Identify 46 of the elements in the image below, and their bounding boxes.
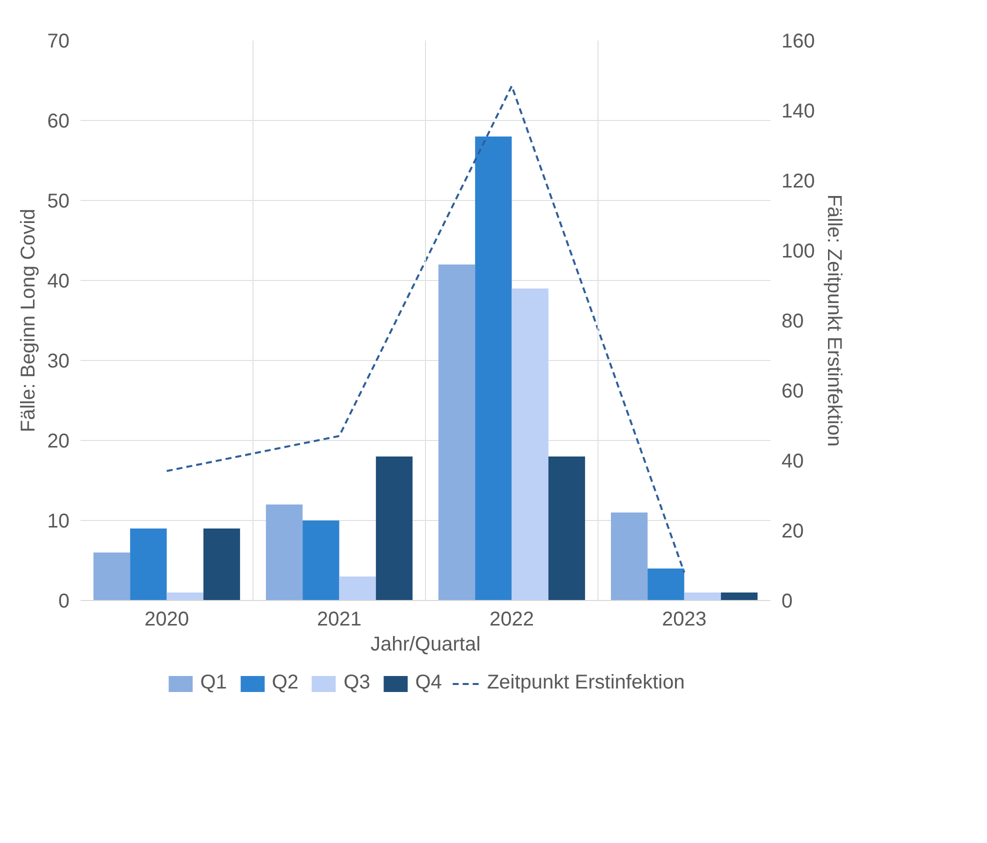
y-tick-label: 20 bbox=[47, 430, 70, 452]
y-axis-title: Fälle: Beginn Long Covid bbox=[17, 208, 40, 432]
bar bbox=[266, 504, 303, 600]
legend-label: Zeitpunkt Erstinfektion bbox=[486, 672, 685, 694]
y2-tick-label: 140 bbox=[782, 100, 815, 122]
x-tick-label: 2020 bbox=[144, 608, 190, 630]
bar bbox=[203, 528, 240, 600]
y-tick-label: 0 bbox=[58, 590, 70, 612]
bar bbox=[512, 288, 548, 600]
y2-tick-label: 0 bbox=[782, 590, 793, 612]
y-tick-label: 30 bbox=[47, 350, 70, 372]
x-tick-label: 2023 bbox=[662, 608, 707, 630]
y2-tick-label: 100 bbox=[782, 240, 815, 262]
bar bbox=[166, 592, 204, 600]
bar bbox=[684, 592, 721, 600]
bar bbox=[648, 568, 684, 600]
y-tick-label: 50 bbox=[47, 190, 70, 212]
bar bbox=[302, 520, 340, 600]
y2-tick-label: 40 bbox=[782, 450, 804, 472]
y2-tick-label: 120 bbox=[782, 170, 815, 192]
legend-label: Q2 bbox=[272, 672, 299, 694]
bar bbox=[376, 456, 413, 600]
bar bbox=[130, 528, 167, 600]
x-tick-label: 2022 bbox=[490, 608, 534, 630]
x-axis-title: Jahr/Quartal bbox=[370, 634, 481, 656]
legend-label: Q1 bbox=[200, 672, 227, 694]
y-tick-label: 60 bbox=[47, 110, 70, 132]
legend-label: Q3 bbox=[344, 672, 370, 694]
y-tick-label: 10 bbox=[47, 510, 70, 532]
y2-axis-title: Fälle: Zeitpunkt Erstinfektion bbox=[822, 194, 845, 447]
y2-tick-label: 60 bbox=[782, 380, 804, 402]
y-tick-label: 40 bbox=[47, 270, 70, 292]
bar bbox=[475, 136, 512, 600]
bar bbox=[720, 592, 758, 600]
legend-label: Q4 bbox=[415, 672, 442, 694]
y2-tick-label: 160 bbox=[782, 30, 815, 52]
bar bbox=[93, 552, 130, 600]
bar bbox=[339, 576, 376, 600]
y2-tick-label: 20 bbox=[782, 520, 804, 542]
bar bbox=[610, 512, 648, 600]
line-series bbox=[166, 85, 686, 574]
bar bbox=[548, 456, 586, 600]
y-tick-label: 70 bbox=[47, 30, 70, 52]
y2-tick-label: 80 bbox=[782, 310, 804, 332]
x-tick-label: 2021 bbox=[317, 608, 362, 630]
bar bbox=[438, 264, 476, 600]
